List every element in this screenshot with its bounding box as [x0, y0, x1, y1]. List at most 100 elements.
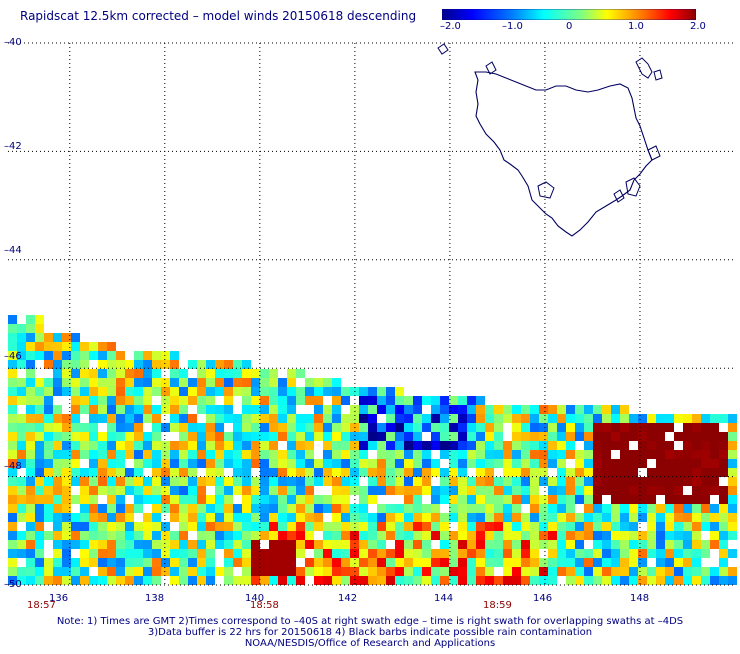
wind-diff-cell	[593, 459, 602, 468]
wind-diff-cell	[575, 459, 584, 468]
wind-diff-cell	[539, 423, 548, 432]
wind-diff-cell	[206, 432, 215, 441]
wind-diff-cell	[26, 531, 35, 540]
wind-diff-cell	[332, 567, 341, 576]
wind-diff-cell	[485, 549, 494, 558]
wind-diff-cell	[53, 531, 62, 540]
wind-diff-cell	[611, 468, 620, 477]
wind-diff-cell	[602, 441, 611, 450]
wind-diff-cell	[62, 459, 71, 468]
wind-diff-cell	[98, 477, 107, 486]
wind-diff-cell	[485, 513, 494, 522]
wind-diff-cell	[692, 414, 701, 423]
lat-label-50: –50	[4, 579, 22, 590]
wind-diff-cell	[296, 396, 305, 405]
wind-diff-cell	[575, 405, 584, 414]
wind-diff-cell	[62, 369, 71, 378]
wind-diff-cell	[215, 558, 224, 567]
wind-diff-cell	[296, 378, 305, 387]
wind-diff-cell	[548, 414, 557, 423]
wind-diff-cell	[566, 486, 575, 495]
wind-diff-cell	[287, 414, 296, 423]
wind-diff-cell	[341, 441, 350, 450]
wind-diff-cell	[611, 567, 620, 576]
wind-diff-cell	[638, 531, 647, 540]
wind-diff-cell	[269, 513, 278, 522]
wind-diff-cell	[620, 531, 629, 540]
wind-diff-cell	[53, 468, 62, 477]
wind-diff-cell	[26, 396, 35, 405]
wind-diff-cell	[35, 522, 44, 531]
wind-diff-cell	[386, 567, 395, 576]
wind-diff-cell	[296, 513, 305, 522]
wind-diff-cell	[386, 477, 395, 486]
wind-diff-cell	[242, 450, 251, 459]
wind-diff-cell	[350, 549, 359, 558]
wind-diff-cell	[359, 414, 368, 423]
wind-diff-cell	[71, 351, 80, 360]
wind-diff-cell	[116, 414, 125, 423]
wind-diff-cell	[332, 576, 341, 585]
wind-diff-cell	[620, 414, 629, 423]
wind-diff-cell	[107, 441, 116, 450]
wind-diff-cell	[332, 495, 341, 504]
wind-diff-cell	[377, 540, 386, 549]
wind-diff-cell	[161, 396, 170, 405]
wind-diff-cell	[530, 450, 539, 459]
wind-diff-cell	[269, 459, 278, 468]
wind-diff-cell	[413, 432, 422, 441]
wind-diff-cell	[548, 549, 557, 558]
wind-diff-cell	[53, 351, 62, 360]
wind-diff-cell	[629, 522, 638, 531]
wind-diff-cell	[161, 405, 170, 414]
lat-label-48: –48	[4, 461, 22, 472]
wind-diff-cell	[143, 495, 152, 504]
wind-diff-cell	[152, 558, 161, 567]
wind-diff-cell	[395, 432, 404, 441]
wind-diff-cell	[683, 504, 692, 513]
wind-diff-cell	[188, 414, 197, 423]
wind-diff-cell	[80, 522, 89, 531]
wind-diff-cell	[62, 540, 71, 549]
wind-diff-cell	[287, 504, 296, 513]
wind-diff-cell	[575, 513, 584, 522]
wind-diff-cell	[602, 468, 611, 477]
wind-diff-cell	[539, 522, 548, 531]
wind-diff-cell	[296, 477, 305, 486]
wind-diff-cell	[278, 378, 287, 387]
wind-diff-cell	[224, 396, 233, 405]
wind-diff-cell	[71, 396, 80, 405]
wind-diff-cell	[476, 477, 485, 486]
tasmania-coastline	[474, 71, 653, 237]
wind-diff-cell	[647, 441, 656, 450]
wind-diff-cell	[197, 549, 206, 558]
wind-diff-cell	[305, 504, 314, 513]
wind-diff-cell	[530, 531, 539, 540]
wind-diff-cell	[494, 549, 503, 558]
wind-diff-cell	[692, 558, 701, 567]
wind-diff-cell	[341, 495, 350, 504]
wind-diff-cell	[449, 576, 458, 585]
wind-diff-cell	[80, 360, 89, 369]
wind-diff-cell	[17, 351, 26, 360]
wind-diff-cell	[80, 369, 89, 378]
wind-diff-cell	[62, 531, 71, 540]
wind-diff-cell	[143, 477, 152, 486]
lon-label-146: 146	[533, 593, 553, 604]
wind-diff-cell	[674, 459, 683, 468]
wind-diff-cell	[260, 531, 269, 540]
wind-diff-cell	[224, 531, 233, 540]
wind-diff-cell	[314, 540, 323, 549]
wind-diff-cell	[584, 531, 593, 540]
wind-diff-cell	[233, 459, 242, 468]
wind-diff-cell	[224, 504, 233, 513]
wind-diff-cell	[404, 576, 413, 585]
wind-diff-cell	[44, 531, 53, 540]
wind-diff-cell	[53, 522, 62, 531]
wind-diff-cell	[377, 423, 386, 432]
wind-diff-cell	[647, 531, 656, 540]
wind-diff-cell	[296, 441, 305, 450]
wind-diff-cell	[476, 432, 485, 441]
wind-diff-cell	[728, 513, 737, 522]
wind-diff-cell	[179, 576, 188, 585]
